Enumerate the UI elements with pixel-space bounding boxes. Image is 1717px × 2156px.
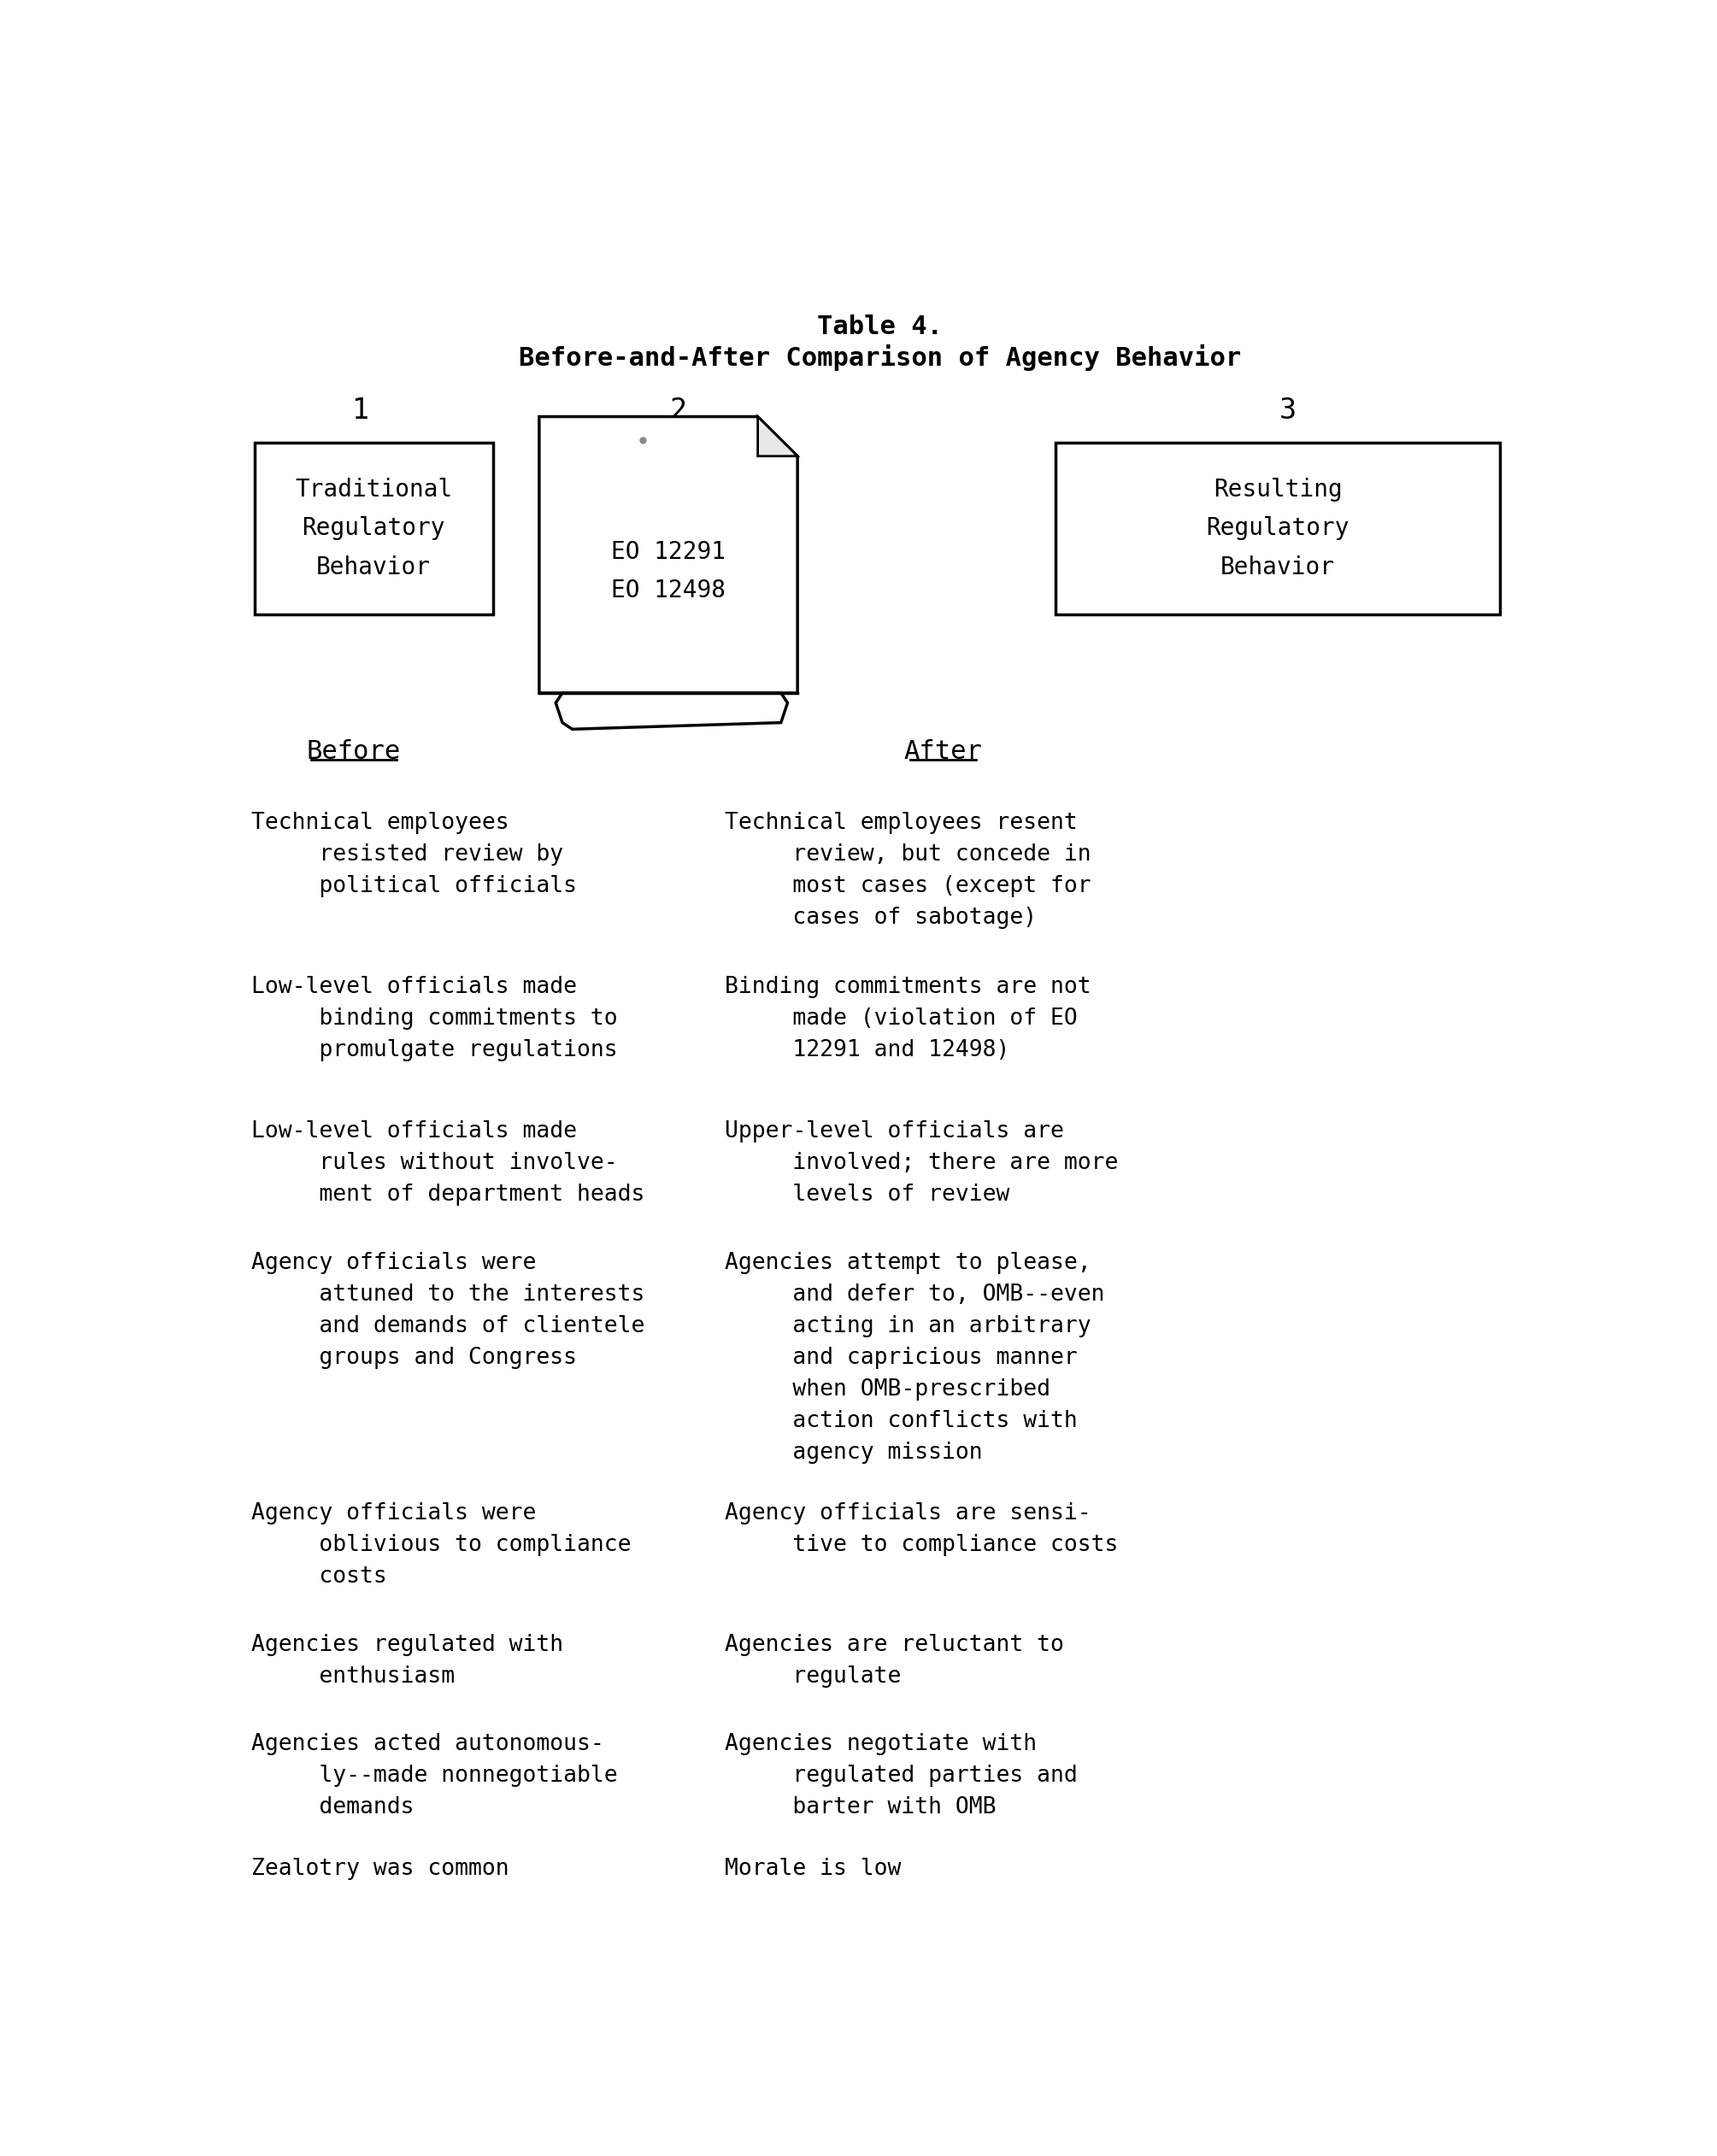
Text: Binding commitments are not
     made (violation of EO
     12291 and 12498): Binding commitments are not made (violat… [725,977,1090,1061]
Text: Agency officials are sensi-
     tive to compliance costs: Agency officials are sensi- tive to comp… [725,1503,1118,1557]
Text: Before: Before [307,740,400,763]
Polygon shape [556,692,788,729]
Text: Agencies attempt to please,
     and defer to, OMB--even
     acting in an arbit: Agencies attempt to please, and defer to… [725,1253,1104,1464]
Polygon shape [757,416,797,457]
Text: After: After [903,740,982,763]
Text: Agencies regulated with
     enthusiasm: Agencies regulated with enthusiasm [251,1634,563,1688]
Bar [254,442,493,614]
Text: Upper-level officials are
     involved; there are more
     levels of review: Upper-level officials are involved; ther… [725,1121,1118,1205]
Text: Resulting
Regulatory
Behavior: Resulting Regulatory Behavior [1205,479,1350,580]
Polygon shape [539,416,797,692]
Text: Zealotry was common: Zealotry was common [251,1858,508,1880]
Text: Agency officials were
     attuned to the interests
     and demands of clientel: Agency officials were attuned to the int… [251,1253,644,1369]
Text: Table 4.: Table 4. [817,315,943,338]
Bar [1056,442,1499,614]
Text: Agencies negotiate with
     regulated parties and
     barter with OMB: Agencies negotiate with regulated partie… [725,1733,1077,1818]
Text: Before-and-After Comparison of Agency Behavior: Before-and-After Comparison of Agency Be… [519,345,1241,371]
Text: EO 12291
EO 12498: EO 12291 EO 12498 [611,539,726,604]
Text: Low-level officials made
     rules without involve-
     ment of department hea: Low-level officials made rules without i… [251,1121,644,1205]
Text: Agencies are reluctant to
     regulate: Agencies are reluctant to regulate [725,1634,1065,1688]
Text: Agency officials were
     oblivious to compliance
     costs: Agency officials were oblivious to compl… [251,1503,630,1587]
Text: Morale is low: Morale is low [725,1858,901,1880]
Text: Technical employees resent
     review, but concede in
     most cases (except f: Technical employees resent review, but c… [725,811,1090,929]
Text: Low-level officials made
     binding commitments to
     promulgate regulations: Low-level officials made binding commitm… [251,977,618,1061]
Text: Technical employees
     resisted review by
     political officials: Technical employees resisted review by p… [251,811,577,897]
Text: 2: 2 [670,397,687,425]
Text: Traditional
Regulatory
Behavior: Traditional Regulatory Behavior [295,479,452,580]
Text: Agencies acted autonomous-
     ly--made nonnegotiable
     demands: Agencies acted autonomous- ly--made nonn… [251,1733,618,1818]
Text: 3: 3 [1279,397,1296,425]
Text: 1: 1 [352,397,369,425]
